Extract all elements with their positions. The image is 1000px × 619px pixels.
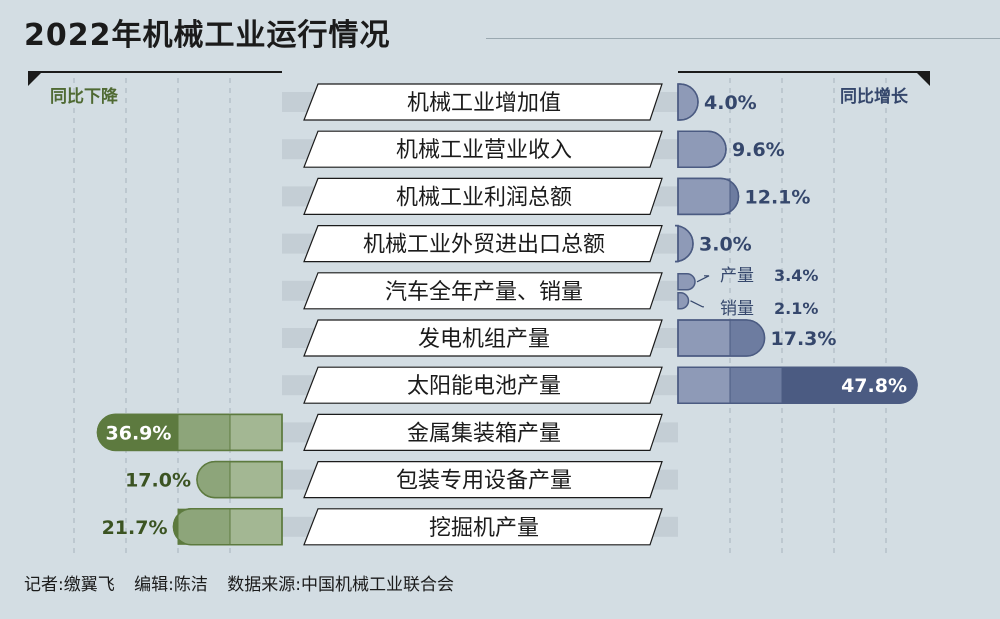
category-label: 机械工业营业收入 [396,138,572,163]
credits-line: 记者:缴翼飞 编辑:陈洁 数据来源:中国机械工业联合会 [24,570,468,595]
increase-bar-small [677,273,696,291]
increase-bar-segment [782,367,834,404]
value-label: 36.9% [106,422,172,444]
title-rule [486,38,1000,39]
category-label: 挖掘机产量 [429,516,539,541]
category-label: 发电机组产量 [418,327,550,352]
value-label: 21.7% [102,517,168,539]
category-label: 汽车全年产量、销量 [385,280,583,305]
value-label: 4.0% [704,92,757,114]
category-label: 太阳能电池产量 [407,374,561,399]
category-label: 金属集装箱产量 [407,421,561,446]
decrease-bar-segment [97,414,126,451]
header-corner-left [28,72,42,86]
decrease-bar-outline [96,413,283,452]
increase-bar-segment [720,178,739,215]
increase-bar-segment [730,320,765,356]
category-label-box [303,225,663,263]
callout-line [690,300,704,308]
increase-bar-outline [677,177,740,216]
decrease-direction-label: 同比下降 [50,87,118,107]
value-label: 47.8% [841,375,907,397]
split-series-name: 产量 [720,266,754,286]
value-label: 17.3% [771,328,837,350]
value-label: 12.1% [745,186,811,208]
split-value-label: 3.4% [774,266,818,285]
category-label: 机械工业增加值 [407,91,561,116]
increase-bar-outline [677,130,727,168]
split-value-label: 2.1% [774,299,818,318]
split-series-name: 销量 [720,299,754,319]
decrease-bar-segment [197,461,230,498]
category-label-box [303,508,663,546]
increase-bar [677,177,740,216]
value-label: 9.6% [732,139,785,161]
category-label-box [303,366,663,404]
source-credit: 数据来源:中国机械工业联合会 [227,575,455,595]
decrease-bar-segment [126,414,178,451]
increase-bar-segment [886,367,918,404]
category-label-box [303,272,663,310]
increase-bar [677,83,699,121]
increase-bar-outline [677,83,699,121]
decrease-bar-outline [172,508,283,546]
category-label-box [303,83,663,121]
increase-bar-outline [674,224,694,263]
increase-bar-outline [677,366,918,404]
header-corner-right [916,72,930,86]
editor-credit: 编辑:陈洁 [134,575,208,595]
increase-bar [677,130,727,168]
category-label-box [303,177,663,215]
increase-bar-outline [677,319,766,357]
callout-line [696,275,710,283]
increase-bar-small [677,292,690,310]
value-label: 17.0% [125,470,191,492]
decrease-bar-outline [196,460,283,499]
increase-bar-segment [834,367,886,404]
reporter-credit: 记者:缴翼飞 [24,575,115,595]
category-label-box [303,130,663,168]
value-label: 3.0% [699,234,752,256]
category-label: 机械工业利润总额 [396,185,572,210]
chart-title: 2022年机械工业运行情况 [24,18,391,53]
category-label-box [303,461,663,499]
decrease-bar-segment [178,414,230,451]
category-label-box [303,319,663,357]
increase-bar-segment [730,367,782,404]
decrease-bar-segment [178,508,230,545]
category-label: 机械工业外贸进出口总额 [363,233,605,258]
category-label: 包装专用设备产量 [396,469,572,494]
increase-direction-label: 同比增长 [840,87,908,107]
category-label-box [303,413,663,451]
